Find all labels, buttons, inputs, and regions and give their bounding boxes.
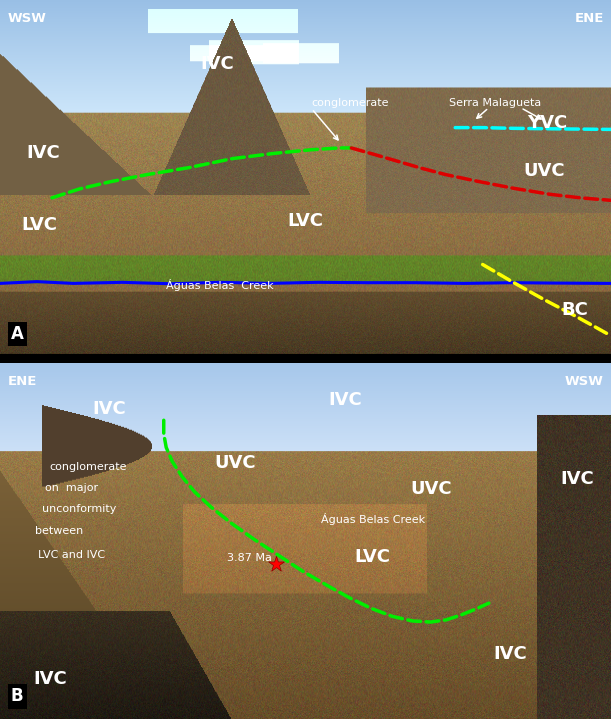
Text: conglomerate: conglomerate bbox=[49, 462, 126, 472]
Text: conglomerate: conglomerate bbox=[312, 99, 389, 109]
Text: Águas Belas Creek: Águas Belas Creek bbox=[321, 513, 425, 525]
Text: IVC: IVC bbox=[493, 645, 527, 663]
Text: UVC: UVC bbox=[523, 162, 565, 180]
Text: IVC: IVC bbox=[92, 400, 126, 418]
Text: 3.87 Ma: 3.87 Ma bbox=[227, 553, 272, 563]
Text: WSW: WSW bbox=[7, 12, 46, 25]
Text: WSW: WSW bbox=[565, 375, 604, 388]
Text: LVC: LVC bbox=[355, 548, 390, 566]
Text: IVC: IVC bbox=[200, 55, 234, 73]
Text: unconformity: unconformity bbox=[42, 505, 116, 514]
Text: ENE: ENE bbox=[7, 375, 37, 388]
Text: BC: BC bbox=[561, 301, 588, 319]
Text: IVC: IVC bbox=[33, 670, 67, 688]
Text: B: B bbox=[11, 687, 24, 705]
Text: YVC: YVC bbox=[527, 114, 567, 132]
Text: IVC: IVC bbox=[560, 470, 595, 488]
Text: Águas Belas  Creek: Águas Belas Creek bbox=[166, 279, 274, 291]
Text: between: between bbox=[35, 526, 84, 536]
Text: IVC: IVC bbox=[26, 145, 60, 162]
Text: IVC: IVC bbox=[328, 391, 362, 409]
Text: UVC: UVC bbox=[410, 480, 452, 498]
Text: on  major: on major bbox=[45, 483, 98, 493]
Text: Serra Malagueta: Serra Malagueta bbox=[449, 99, 541, 109]
Text: LVC: LVC bbox=[22, 216, 57, 234]
Text: UVC: UVC bbox=[214, 454, 256, 472]
Text: LVC and IVC: LVC and IVC bbox=[38, 550, 105, 560]
Point bbox=[271, 558, 281, 569]
Text: LVC: LVC bbox=[288, 212, 323, 230]
Text: ENE: ENE bbox=[574, 12, 604, 25]
Text: A: A bbox=[11, 325, 24, 343]
